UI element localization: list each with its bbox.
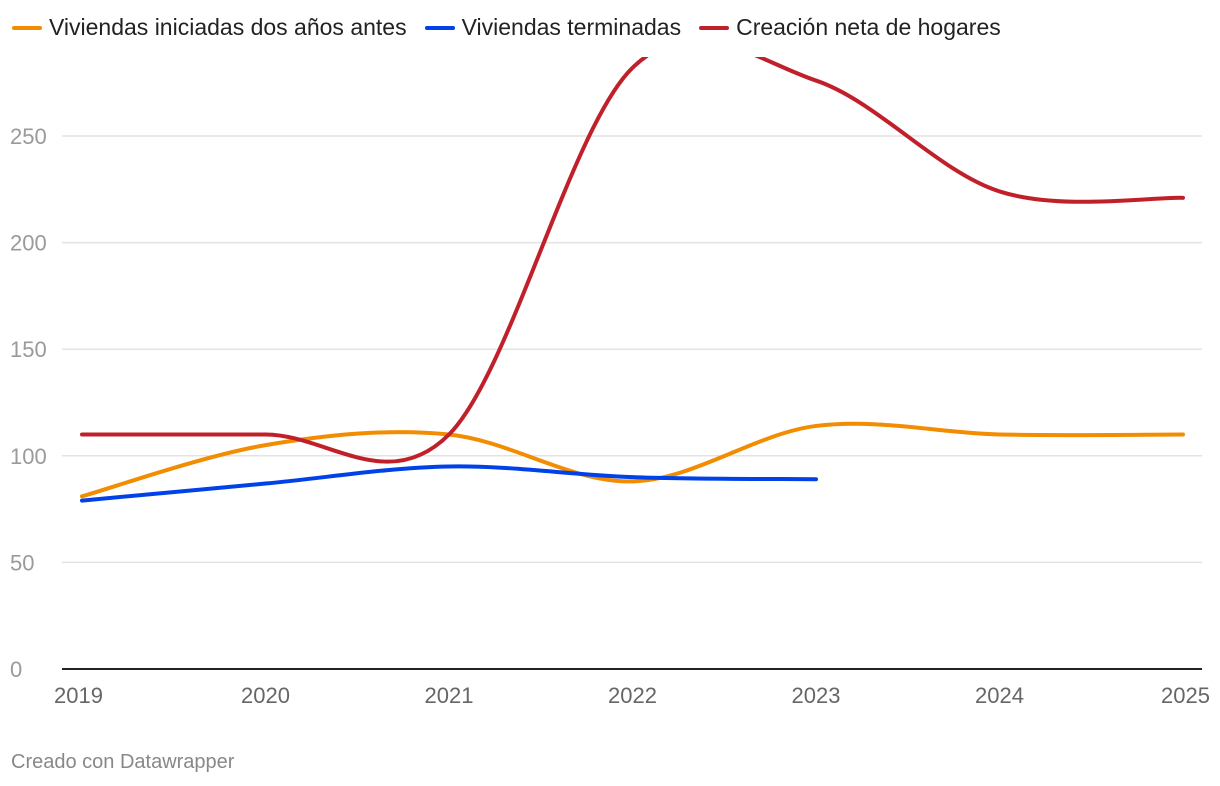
legend-item-iniciadas: Viviendas iniciadas dos años antes	[12, 14, 407, 41]
y-tick-label-100: 100	[10, 444, 47, 469]
x-tick-label-2020: 2020	[241, 683, 290, 708]
x-tick-label-2023: 2023	[792, 683, 841, 708]
footer-credit: Creado con Datawrapper	[11, 751, 235, 773]
legend-item-hogares: Creación neta de hogares	[699, 14, 1001, 41]
legend-item-terminadas: Viviendas terminadas	[424, 14, 682, 41]
series-line-hogares	[80, 57, 1185, 464]
legend-label-terminadas: Viviendas terminadas	[461, 14, 682, 40]
legend-swatch-hogares	[699, 25, 730, 30]
series-line-iniciadas	[80, 421, 1185, 499]
x-tick-label-2022: 2022	[608, 683, 657, 708]
series-line-terminadas	[80, 464, 818, 503]
x-tick-label-2024: 2024	[975, 683, 1024, 708]
x-tick-label-2019: 2019	[54, 683, 103, 708]
legend: Viviendas iniciadas dos años antes Vivie…	[12, 14, 1001, 41]
y-tick-label-50: 50	[10, 550, 34, 575]
legend-label-iniciadas: Viviendas iniciadas dos años antes	[49, 14, 407, 40]
legend-swatch-iniciadas	[12, 25, 42, 30]
y-tick-label-150: 150	[10, 337, 47, 362]
x-tick-label-2021: 2021	[425, 683, 474, 708]
y-tick-label-0: 0	[10, 657, 22, 682]
line-chart: 0 50 100 150 200 250 2019 2020 2021 2022 2023 2024 2…	[10, 57, 1210, 708]
x-tick-label-2025: 2025	[1161, 683, 1210, 708]
y-tick-label-250: 250	[10, 124, 47, 149]
legend-swatch-terminadas	[424, 25, 455, 30]
legend-label-hogares: Creación neta de hogares	[736, 14, 1001, 40]
y-tick-label-200: 200	[10, 231, 47, 256]
